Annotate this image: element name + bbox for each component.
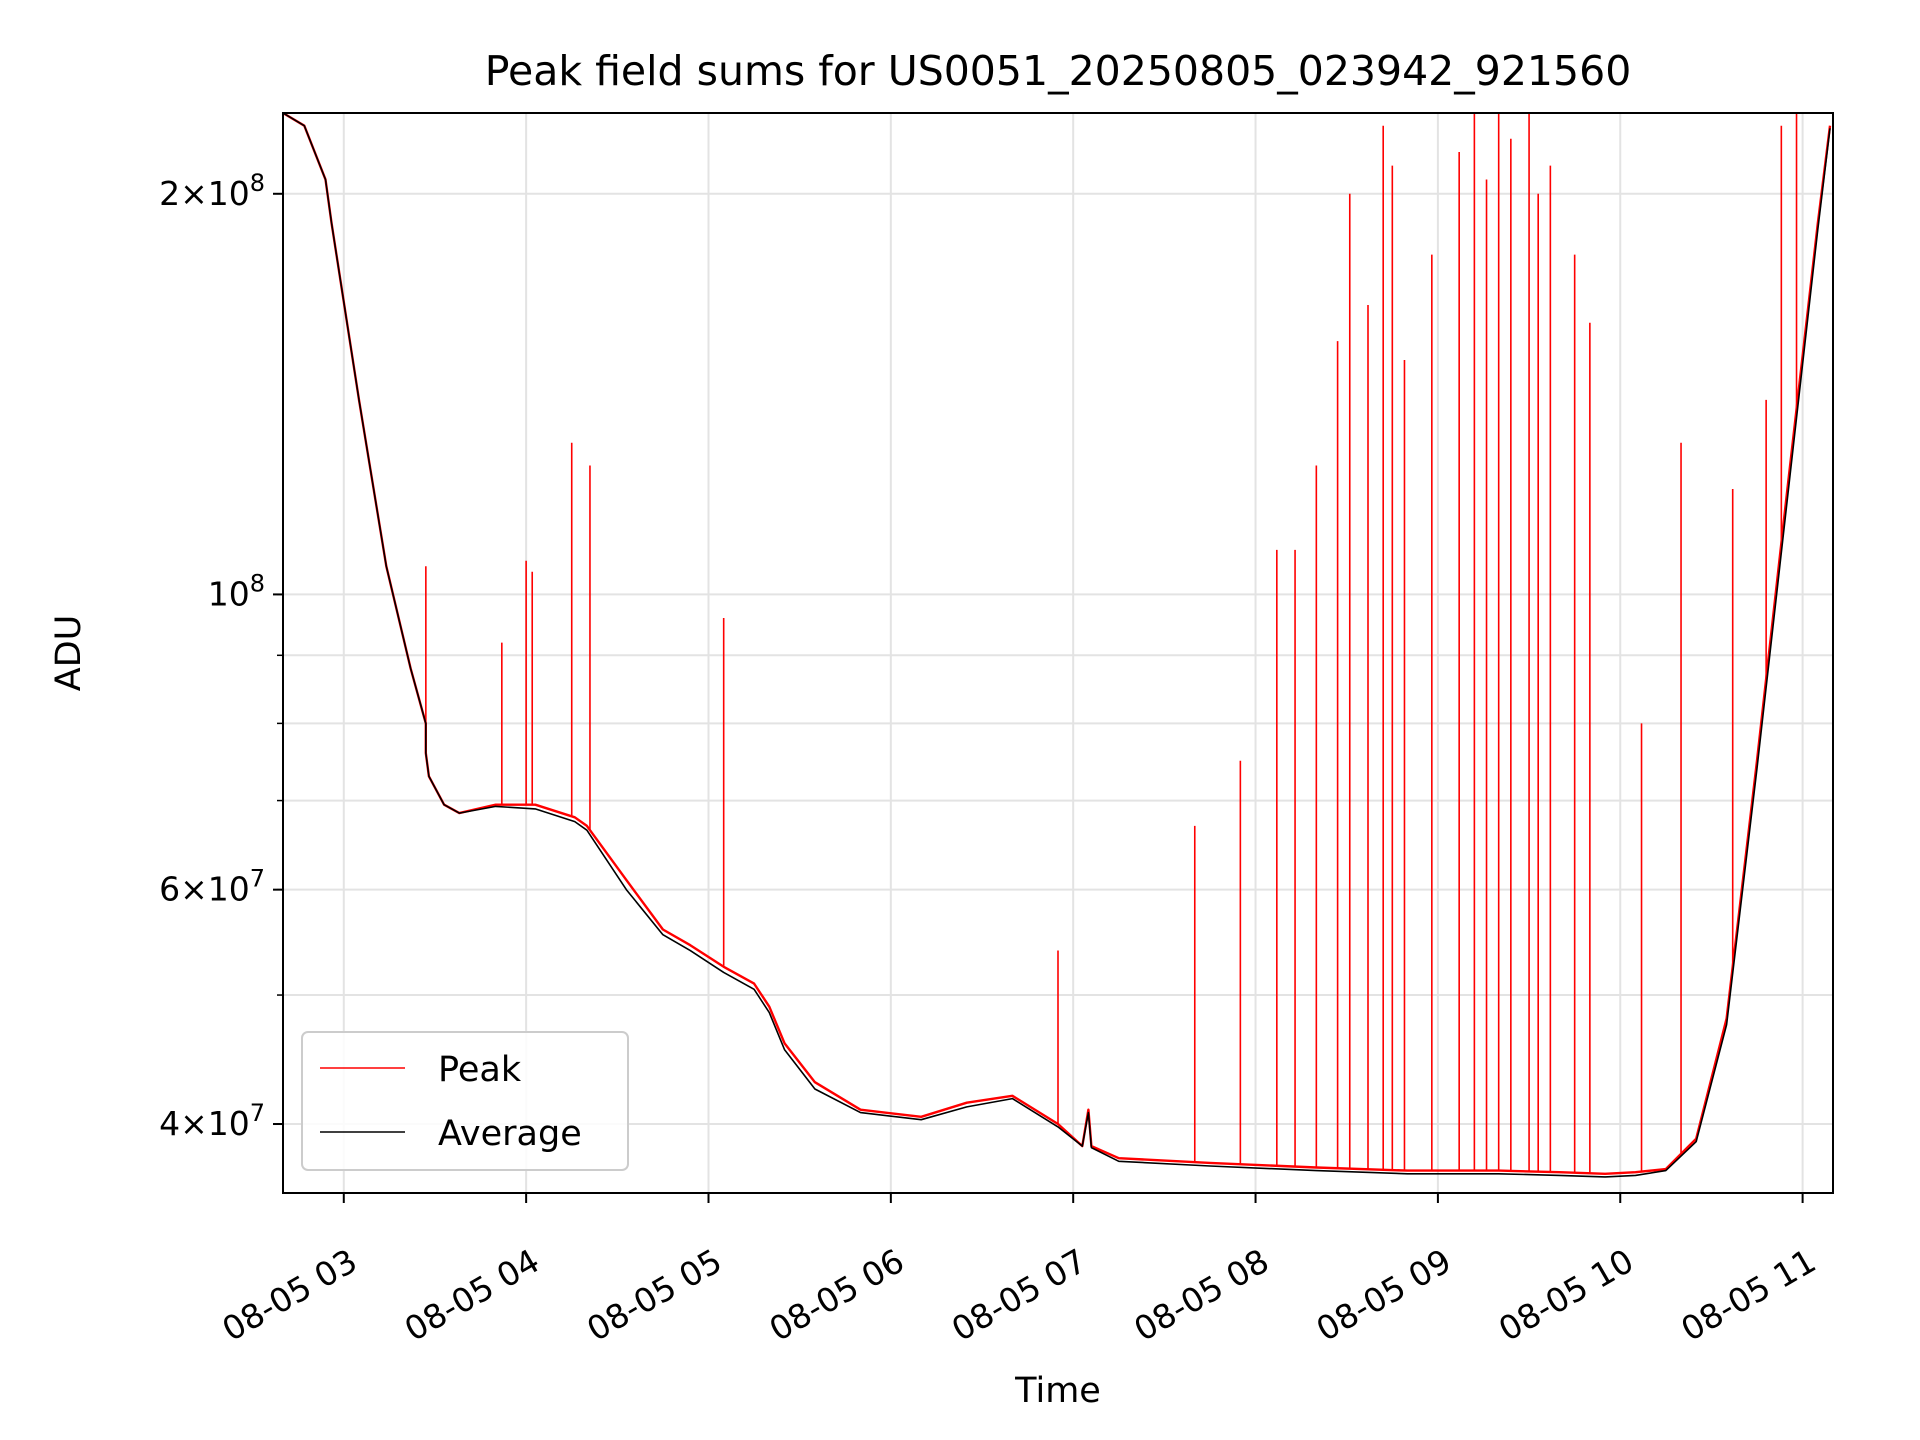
legend-box bbox=[301, 1031, 629, 1171]
series-layer bbox=[283, 113, 1832, 1178]
chart-title: Peak field sums for US0051_20250805_0239… bbox=[485, 47, 1632, 95]
y-axis: 4×107 6×107 108 2×108 bbox=[159, 169, 283, 1143]
legend-label-peak: Peak bbox=[438, 1050, 522, 1090]
grid bbox=[283, 113, 1833, 1193]
plot-content bbox=[283, 113, 1832, 1178]
y-tick-label: 2×108 bbox=[159, 169, 265, 213]
y-tick-label: 108 bbox=[208, 569, 265, 613]
y-tick-label: 4×107 bbox=[159, 1099, 265, 1143]
series-line-average bbox=[283, 113, 1831, 1178]
legend-label-average: Average bbox=[438, 1114, 582, 1154]
plot-frame bbox=[282, 112, 1834, 1194]
x-axis-label: Time bbox=[1014, 1371, 1101, 1411]
y-tick-label: 6×107 bbox=[159, 865, 265, 909]
y-axis-label: ADU bbox=[49, 615, 89, 692]
legend: Peak Average bbox=[301, 1031, 629, 1171]
